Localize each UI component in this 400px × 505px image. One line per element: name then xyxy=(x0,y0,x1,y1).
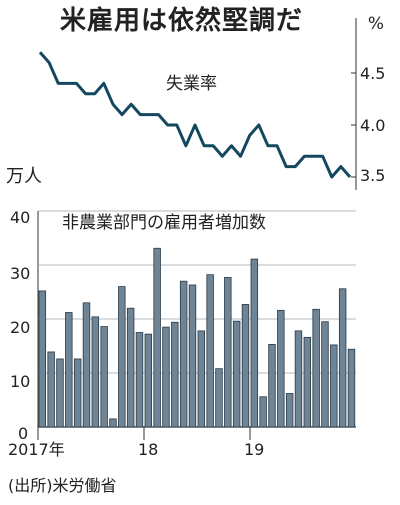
payroll-bar xyxy=(277,309,285,428)
payroll-bar xyxy=(38,290,47,428)
payroll-bar xyxy=(91,316,100,428)
line-y-tick: 4.5 xyxy=(360,64,386,83)
payroll-bar xyxy=(232,320,241,428)
payroll-bar xyxy=(171,321,179,428)
bar-x-tick: 19 xyxy=(244,440,265,459)
payroll-bar xyxy=(312,308,320,428)
bar-unit-label: 万人 xyxy=(6,166,42,187)
payroll-bar xyxy=(47,351,55,428)
bar-y-tick: 0 xyxy=(18,424,29,443)
line-y-tick: 4.0 xyxy=(360,116,386,135)
payroll-bar xyxy=(224,277,232,428)
bar-x-tick: 18 xyxy=(138,440,159,459)
bar-y-tick: 20 xyxy=(10,318,31,337)
payroll-bar xyxy=(294,330,303,428)
payroll-bar xyxy=(135,332,144,428)
payroll-bar xyxy=(144,333,153,428)
payroll-bar xyxy=(188,284,197,428)
bar-y-tick: 30 xyxy=(10,264,31,283)
payroll-bar xyxy=(109,418,117,428)
payroll-bar xyxy=(65,312,73,428)
payroll-bar xyxy=(206,274,214,428)
payroll-bar xyxy=(56,358,64,428)
bar-y-tick: 40 xyxy=(10,208,31,227)
payroll-bar xyxy=(197,330,206,428)
line-series-label: 失業率 xyxy=(166,74,217,94)
payroll-bar xyxy=(100,326,108,428)
payroll-bar xyxy=(179,280,188,428)
payroll-bar xyxy=(285,393,294,428)
payroll-bar xyxy=(250,258,259,428)
bar-y-tick: 10 xyxy=(10,372,31,391)
payroll-bar xyxy=(259,396,267,428)
payroll-bar xyxy=(338,288,347,428)
unemployment-line xyxy=(38,51,352,179)
payroll-bar xyxy=(347,348,356,428)
payroll-bar xyxy=(268,343,276,428)
chart-title: 米雇用は依然堅調だ xyxy=(60,6,304,36)
payroll-bar xyxy=(126,307,135,428)
payroll-bar xyxy=(330,344,338,428)
payroll-bar xyxy=(118,286,126,428)
bar-x-tick: 2017年 xyxy=(8,440,65,459)
payroll-bar xyxy=(153,247,161,428)
line-y-tick: 3.5 xyxy=(360,166,386,185)
line-unit-label: % xyxy=(367,14,384,34)
source-note: (出所)米労働省 xyxy=(8,476,117,495)
payroll-bar xyxy=(321,321,329,428)
payroll-bar xyxy=(241,304,250,428)
payroll-bar xyxy=(73,358,82,428)
payroll-bar xyxy=(162,326,170,428)
payroll-bar xyxy=(82,302,91,428)
bar-series-label: 非農業部門の雇用者増加数 xyxy=(62,213,266,233)
payroll-bar xyxy=(303,336,312,428)
payroll-bar xyxy=(215,368,223,428)
